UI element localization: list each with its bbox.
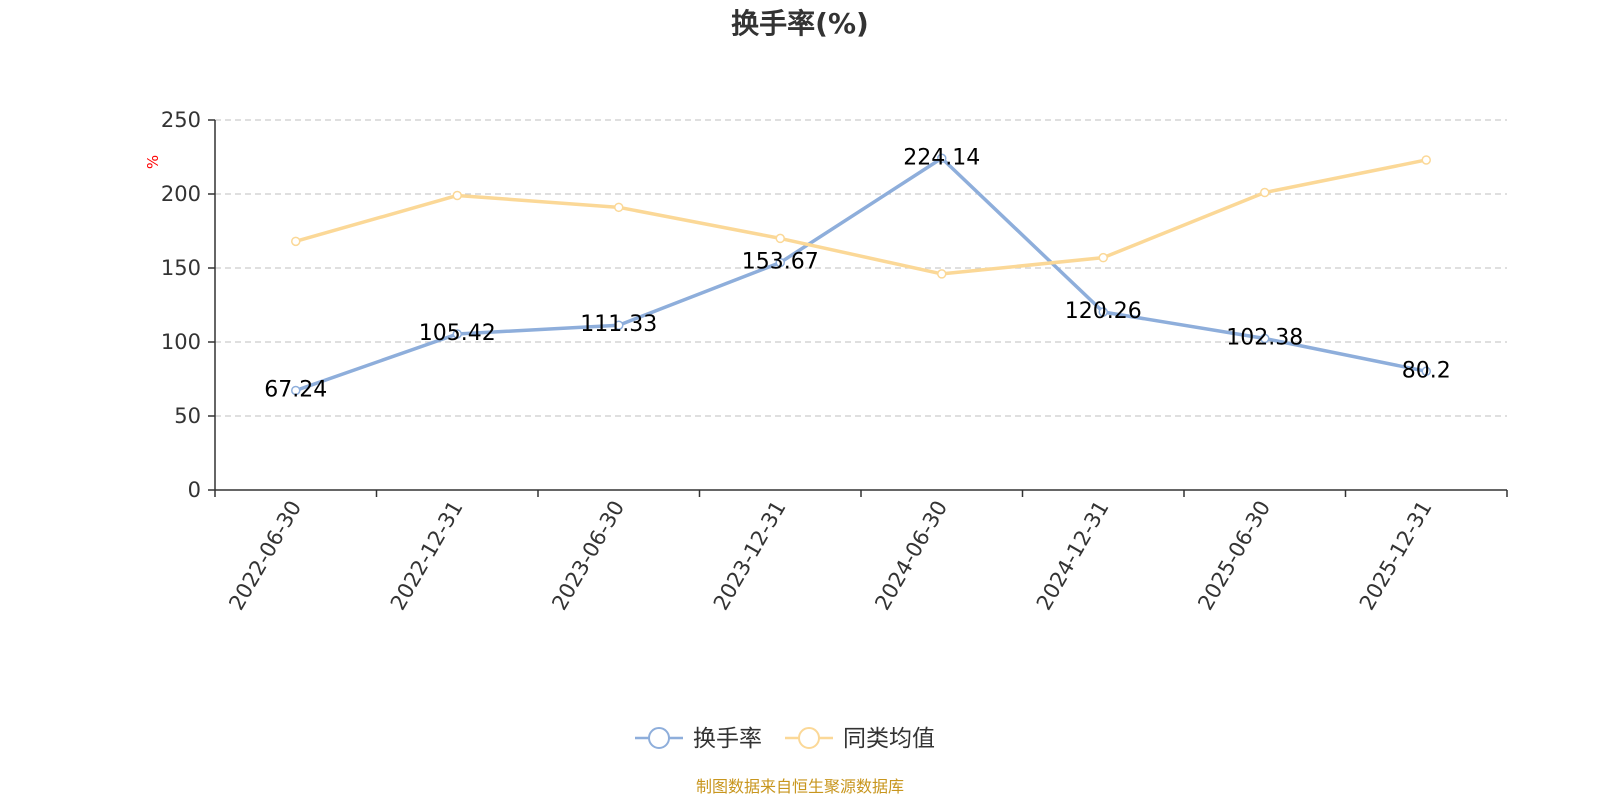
data-label: 224.14 (903, 145, 980, 170)
data-point (291, 385, 301, 396)
y-tick-label: 0 (188, 478, 201, 502)
data-point (775, 233, 785, 244)
data-label: 153.67 (742, 250, 819, 275)
legend[interactable]: 换手率 同类均值 (635, 726, 935, 752)
data-point (1098, 252, 1108, 263)
legend-label: 换手率 (693, 726, 762, 752)
data-labels: 67.24 105.42 111.33 153.67 224.14 120.26 102.3… (264, 145, 1450, 402)
legend-item[interactable]: 换手率 (635, 726, 762, 752)
y-tick-label: 50 (174, 404, 201, 428)
data-point (614, 202, 624, 213)
y-tick-label: 100 (161, 330, 201, 354)
data-label: 120.26 (1065, 299, 1142, 324)
y-tick-label: 250 (161, 108, 201, 132)
x-tick-label: 2025-12-31 (1355, 497, 1437, 615)
legend-marker-icon (798, 727, 820, 749)
x-tick-label: 2022-06-30 (224, 497, 306, 615)
x-tick-label: 2024-06-30 (870, 497, 952, 615)
legend-label: 同类均值 (843, 726, 935, 752)
data-point (1421, 366, 1431, 377)
x-tick-label: 2023-12-31 (709, 497, 791, 615)
series-line (295, 156, 1427, 393)
data-label: 67.24 (264, 377, 327, 402)
grid-lines (215, 119, 1507, 417)
legend-item[interactable]: 同类均值 (785, 726, 935, 752)
y-tick-label: 200 (161, 182, 201, 206)
data-point (937, 153, 947, 164)
x-tick-label: 2025-06-30 (1193, 497, 1275, 615)
data-point (937, 269, 947, 279)
data-label: 80.2 (1402, 358, 1451, 383)
y-tick-label: 150 (161, 256, 201, 280)
x-tick-label: 2024-12-31 (1032, 497, 1114, 615)
data-point (1421, 155, 1431, 165)
chart-title: 换手率(%) (731, 7, 869, 40)
y-axis-unit-label: % (144, 155, 162, 169)
data-point (1260, 333, 1270, 344)
data-point (614, 320, 624, 330)
data-label: 105.42 (419, 321, 496, 346)
source-note: 制图数据来自恒生聚源数据库 (696, 777, 904, 796)
x-tick-label: 2023-06-30 (547, 497, 629, 615)
series-line (295, 158, 1427, 276)
data-point (1260, 187, 1270, 198)
data-point (1098, 307, 1108, 317)
data-point (452, 329, 462, 339)
data-label: 102.38 (1226, 325, 1303, 350)
data-point (291, 236, 301, 247)
series-lines (291, 153, 1431, 396)
x-tick-label: 2022-12-31 (386, 497, 468, 615)
data-label: 111.33 (580, 312, 657, 337)
legend-marker-icon (648, 727, 670, 749)
data-point (452, 190, 462, 201)
data-point (775, 257, 785, 268)
